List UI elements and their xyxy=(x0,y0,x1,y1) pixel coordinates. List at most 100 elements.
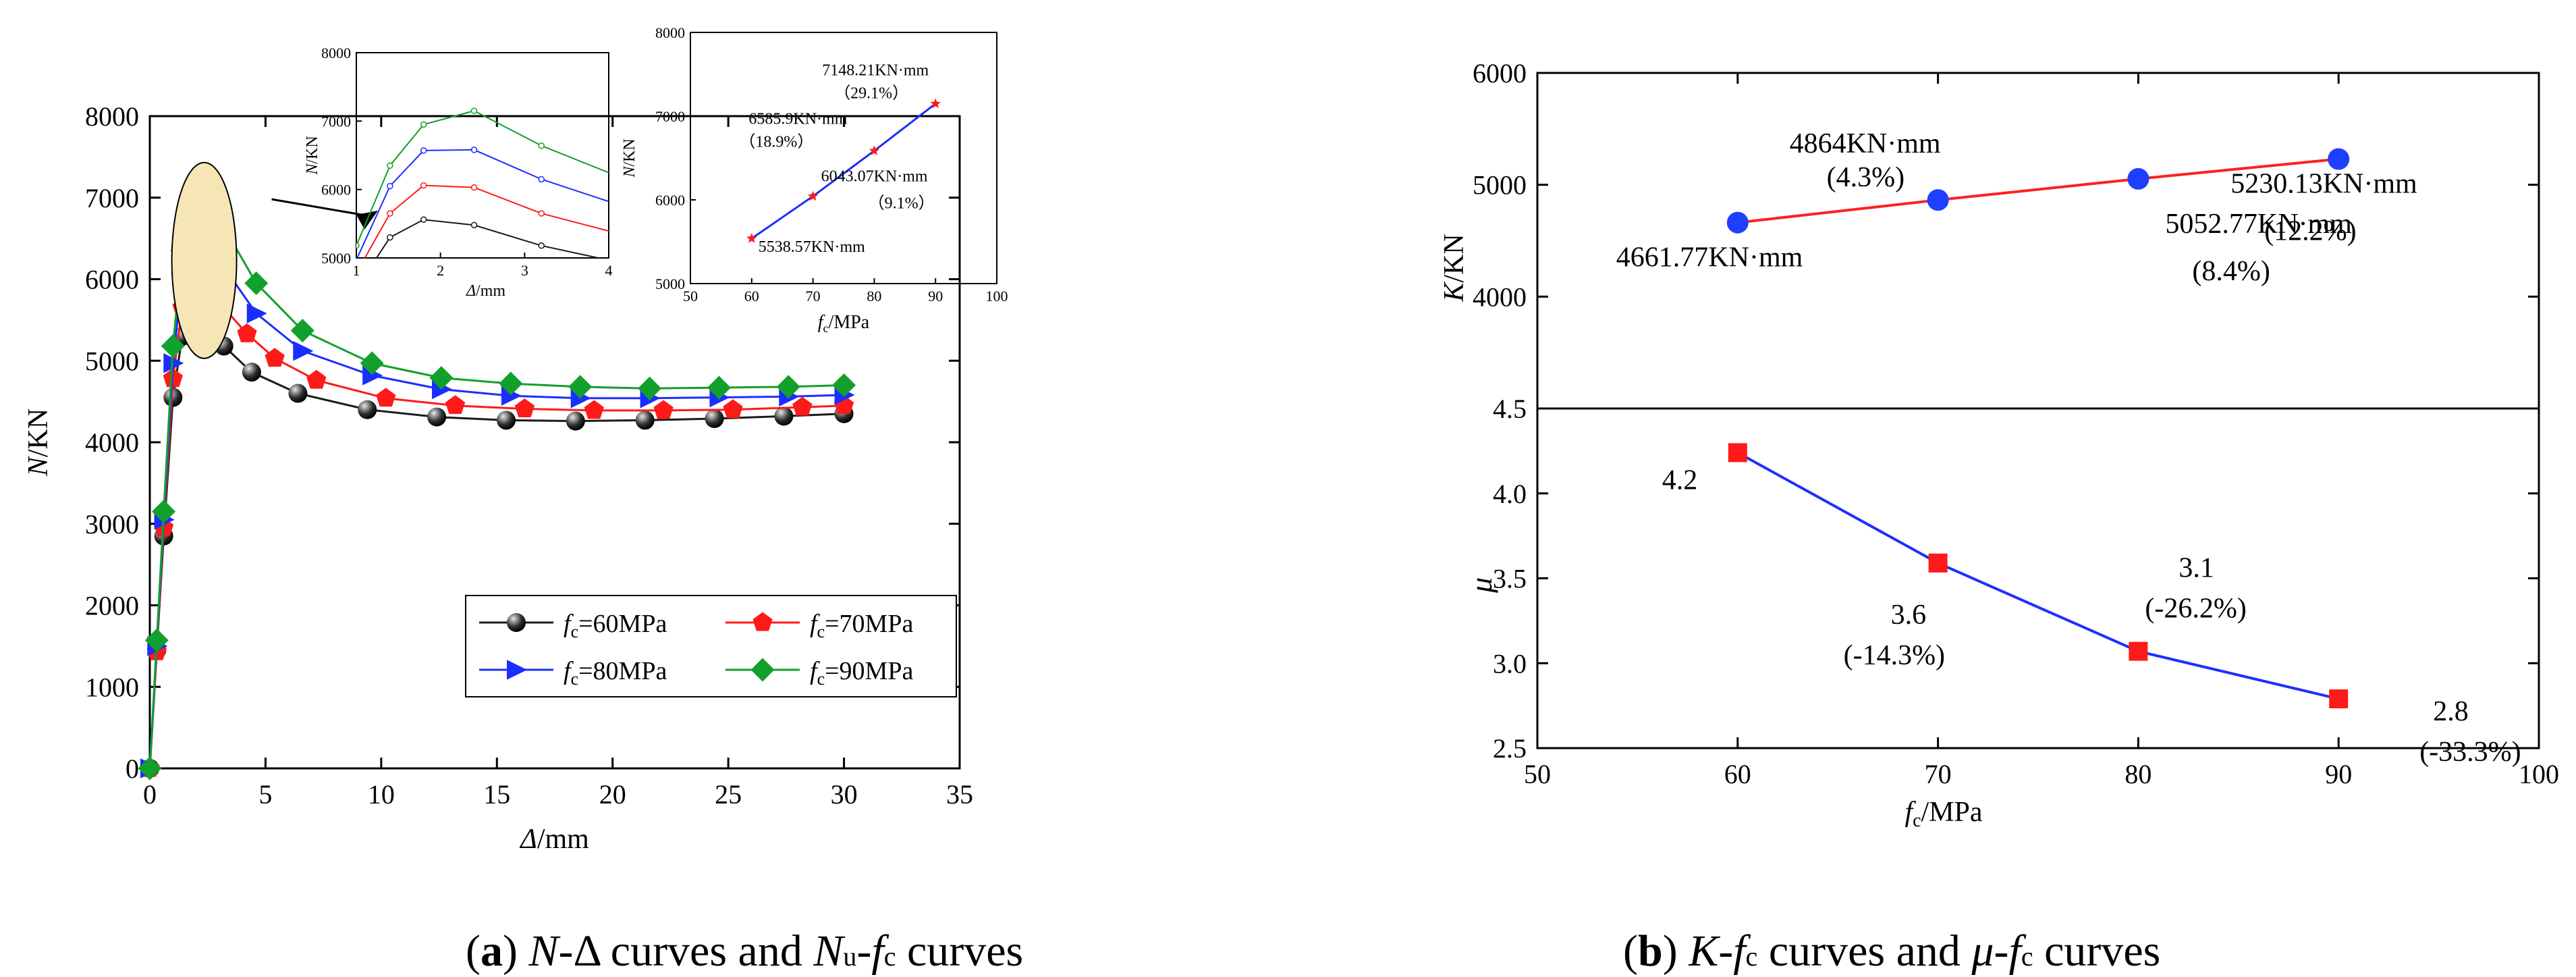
y-tick-label: 3.5 xyxy=(1493,564,1527,594)
data-point xyxy=(246,303,267,323)
data-point xyxy=(445,395,466,415)
y-axis-label: N/KN xyxy=(23,408,54,477)
peak-value-label: 7148.21KN·mm xyxy=(822,62,929,80)
y-tick-label: 4.5 xyxy=(1493,394,1527,424)
zoom-point xyxy=(1330,279,1335,284)
peak-point xyxy=(808,190,819,201)
zoom-point xyxy=(470,107,478,114)
y-tick-label: 6000 xyxy=(85,265,139,295)
k-value-label: 5230.13KN·mm xyxy=(2230,169,2417,200)
x-axis-label-symbol: Δ xyxy=(519,824,537,855)
mu-axis-label: μ xyxy=(1464,577,1498,593)
caption-b: (b) K-fc curves and μ-fc curves xyxy=(1623,926,2160,976)
x-tick-label: 100 xyxy=(986,288,1008,305)
zoom-point xyxy=(538,176,545,183)
legend-label-sub: c xyxy=(817,622,825,641)
mu-pct-label: (-26.2%) xyxy=(2145,593,2246,625)
zoom-point xyxy=(269,598,275,603)
data-point xyxy=(427,407,447,427)
data-point xyxy=(161,334,185,359)
mu-line xyxy=(1736,451,2339,701)
zoom-point xyxy=(1582,285,1587,290)
k-pct-label: (4.3%) xyxy=(1827,162,1904,193)
zoom-point xyxy=(387,162,393,169)
x-tick-label: 90 xyxy=(2325,759,2352,789)
zoom-point xyxy=(295,490,300,496)
y-tick-label: 3000 xyxy=(85,509,139,539)
zoom-point xyxy=(657,215,662,221)
y-tick-label: 5000 xyxy=(321,250,351,267)
mu-x-axis-label: fc/MPa xyxy=(1904,797,1982,831)
plot-frame xyxy=(690,32,997,284)
mu-plot: 2.5 3.0 3.5 4.0 4.5 50 60 70 80 90 100 μ fc/MPa 4.2 3.… xyxy=(1464,73,2559,831)
y-tick-label: 3.0 xyxy=(1493,648,1527,679)
legend-label-value: =60MPa xyxy=(578,610,667,638)
data-point xyxy=(152,500,176,524)
zoom-point xyxy=(538,210,545,217)
zoom-point xyxy=(295,498,300,504)
y-tick-label: 6000 xyxy=(321,182,351,199)
data-point xyxy=(306,369,327,389)
y-tick-label: 8000 xyxy=(655,24,685,41)
data-point xyxy=(288,384,308,403)
x-tick-label: 1 xyxy=(353,262,360,279)
x-tick-label: 4 xyxy=(605,262,613,279)
highlight-ellipse xyxy=(171,161,238,359)
data-point xyxy=(360,351,384,375)
data-point xyxy=(163,388,183,407)
panel-a: 0 5 10 15 20 25 30 3501000200030004000500060007… xyxy=(23,24,2395,855)
legend-label: fc=70MPa xyxy=(810,610,913,641)
data-point xyxy=(566,411,585,431)
k-point xyxy=(2328,148,2350,170)
x-tick-label: 80 xyxy=(2125,759,2152,789)
data-point xyxy=(514,398,535,417)
zoom-point xyxy=(320,402,325,408)
mu-pct-label: (-33.3%) xyxy=(2419,737,2521,768)
zoom-point xyxy=(387,210,393,217)
y-tick-label: 5000 xyxy=(85,346,139,376)
k-plot-frame xyxy=(1536,72,2540,410)
k-plot: 4000 5000 6000 K/KN 4661.77KN·mm 4864KN·mm(4.… xyxy=(1439,58,2540,410)
peak-value-label: 5538.57KN·mm xyxy=(759,238,865,256)
k-axis-label: K/KN xyxy=(1439,234,1470,302)
data-point xyxy=(792,396,813,416)
zoom-point xyxy=(1128,287,1133,292)
y-tick-label: 4000 xyxy=(1473,282,1527,312)
y-tick-label: 4.0 xyxy=(1493,479,1527,509)
zoom-point xyxy=(1834,287,1840,292)
zoom-point xyxy=(1380,293,1386,298)
legend-label-sub: c xyxy=(571,669,579,689)
data-point xyxy=(265,348,285,367)
zoom-point xyxy=(470,147,478,153)
plot-frame xyxy=(356,52,609,259)
x-tick-label: 60 xyxy=(744,288,759,305)
legend-label-value: =80MPa xyxy=(578,657,667,685)
x-tick-label: 15 xyxy=(483,779,510,810)
x-tick-label: 30 xyxy=(831,779,858,810)
zoom-point xyxy=(1077,267,1083,273)
zoom-point xyxy=(354,286,359,292)
legend-label-value: =70MPa xyxy=(825,610,913,638)
zoom-point xyxy=(640,265,645,270)
data-point xyxy=(499,371,523,396)
zoom-point xyxy=(320,389,325,394)
caption-a: (a) N-Δ curves and Nu-fc curves xyxy=(466,926,1023,976)
panel-b: 4000 5000 6000 K/KN 4661.77KN·mm 4864KN·mm(4.… xyxy=(1439,58,2559,831)
zoom-point xyxy=(1633,296,1638,301)
zoom-point xyxy=(1313,302,1318,308)
peak-point xyxy=(869,145,879,155)
zoom-point xyxy=(387,234,393,241)
zoom-point xyxy=(2070,305,2075,311)
y-tick-label: 7000 xyxy=(85,183,139,213)
zoom-series-line xyxy=(364,184,609,258)
zoom-point xyxy=(356,242,360,249)
mu-point xyxy=(2329,689,2349,709)
zoom-point xyxy=(2390,296,2395,302)
legend-box xyxy=(465,595,957,697)
data-point xyxy=(144,628,169,652)
y-axis-label-symbol: N xyxy=(621,165,638,178)
x-axis-label-f: f xyxy=(818,312,825,333)
x-axis-label-unit: /MPa xyxy=(1921,797,1983,828)
y-tick-label: 8000 xyxy=(321,45,351,61)
